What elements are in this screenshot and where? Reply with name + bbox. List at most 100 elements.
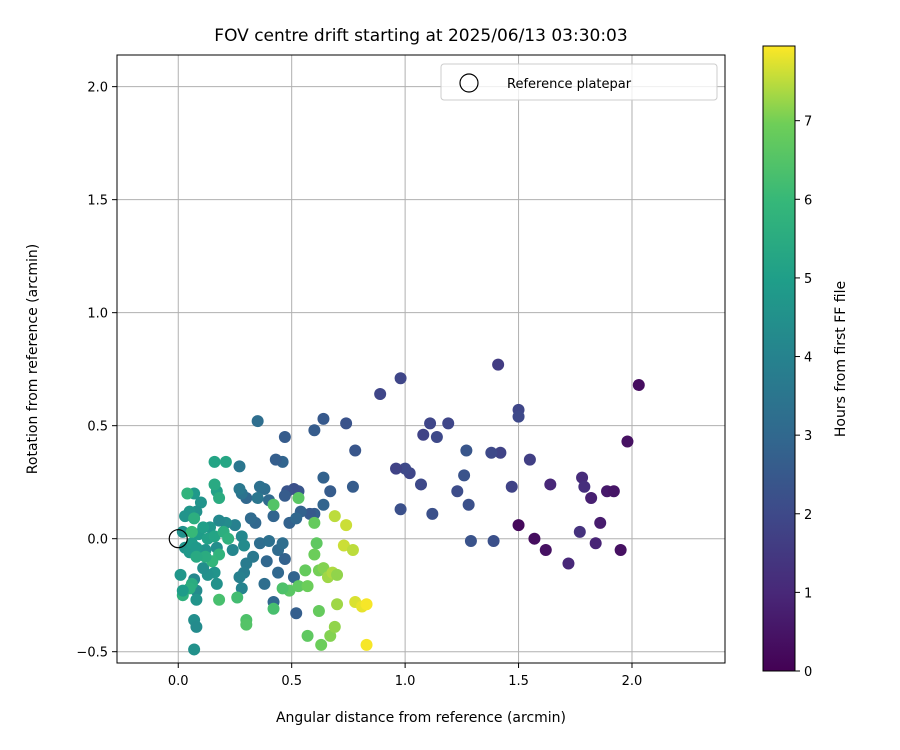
data-point [317,412,330,425]
data-point [208,530,221,543]
data-point [190,550,203,563]
data-point [253,537,266,550]
data-point [399,462,412,475]
y-tick-label: 1.5 [87,194,108,209]
data-point [485,446,498,459]
data-point [235,530,248,543]
data-point [340,417,353,430]
y-tick-label: −0.5 [76,646,108,661]
data-point [442,417,455,430]
data-point [258,577,271,590]
y-tick-label: 0.0 [87,533,108,548]
data-point [315,638,328,651]
data-point [233,571,246,584]
data-point [424,417,437,430]
data-point [240,618,253,631]
data-point [512,410,525,423]
colorbar-tick-label: 7 [804,115,812,130]
data-point [462,498,475,511]
data-point [458,469,471,482]
data-point [278,489,291,502]
chart-title: FOV centre drift starting at 2025/06/13 … [214,26,627,46]
data-point [303,507,316,520]
data-point [460,444,473,457]
data-point [317,562,330,575]
data-point [190,593,203,606]
data-point [197,562,210,575]
data-point [308,424,321,437]
data-point [176,584,189,597]
data-point [430,430,443,443]
data-point [188,512,201,525]
data-point [390,462,403,475]
data-point [233,482,246,495]
data-point [505,480,518,493]
data-point [301,629,314,642]
data-point [244,512,257,525]
data-point [197,521,210,534]
data-point [233,460,246,473]
data-point [190,541,203,554]
data-point [199,550,212,563]
legend-box [440,63,718,101]
data-point [394,503,407,516]
data-point [226,543,239,556]
data-point [337,539,350,552]
colorbar: 0 1 2 3 4 5 6 7 Hours from first FF file [762,45,849,680]
data-point [287,571,300,584]
data-point [267,498,280,511]
y-tick-label: 2.0 [87,81,108,96]
data-point [349,444,362,457]
data-point [492,358,505,371]
data-point [272,566,285,579]
data-point [308,548,321,561]
data-point [299,564,312,577]
data-point [464,534,477,547]
data-point [528,532,541,545]
data-point [312,605,325,618]
y-axis-label: Rotation from reference (arcmin) [25,244,41,474]
data-point [589,537,602,550]
data-point [188,643,201,656]
data-point [267,510,280,523]
data-point [331,598,344,611]
data-point [290,512,303,525]
colorbar-tick-label: 3 [804,429,812,444]
data-point [317,498,330,511]
y-tick-label: 0.5 [87,420,108,435]
data-point [328,620,341,633]
data-point [539,543,552,556]
data-point [208,478,221,491]
x-tick-label: 0.5 [281,674,302,689]
colorbar-gradient [763,46,795,671]
data-point [213,593,226,606]
data-point [585,492,598,505]
colorbar-label: Hours from first FF file [833,281,849,437]
y-tick-label: 1.0 [87,307,108,322]
data-point [360,598,373,611]
data-point [578,480,591,493]
data-point [331,568,344,581]
data-point [360,638,373,651]
data-point [260,555,273,568]
data-point [185,525,198,538]
data-point [278,553,291,566]
data-point [340,519,353,532]
data-point [276,537,289,550]
data-point [235,582,248,595]
data-point [576,471,589,484]
reference-marker-layer [168,529,188,549]
reference-platepar-marker [168,529,188,549]
data-point [219,455,232,468]
colorbar-ticks: 0 1 2 3 4 5 6 7 [795,115,812,680]
data-point [324,485,337,498]
data-point [346,543,359,556]
data-point [308,516,321,529]
data-point [573,525,586,538]
data-point [310,537,323,550]
data-point [240,557,253,570]
data-point [213,514,226,527]
data-point [174,568,187,581]
